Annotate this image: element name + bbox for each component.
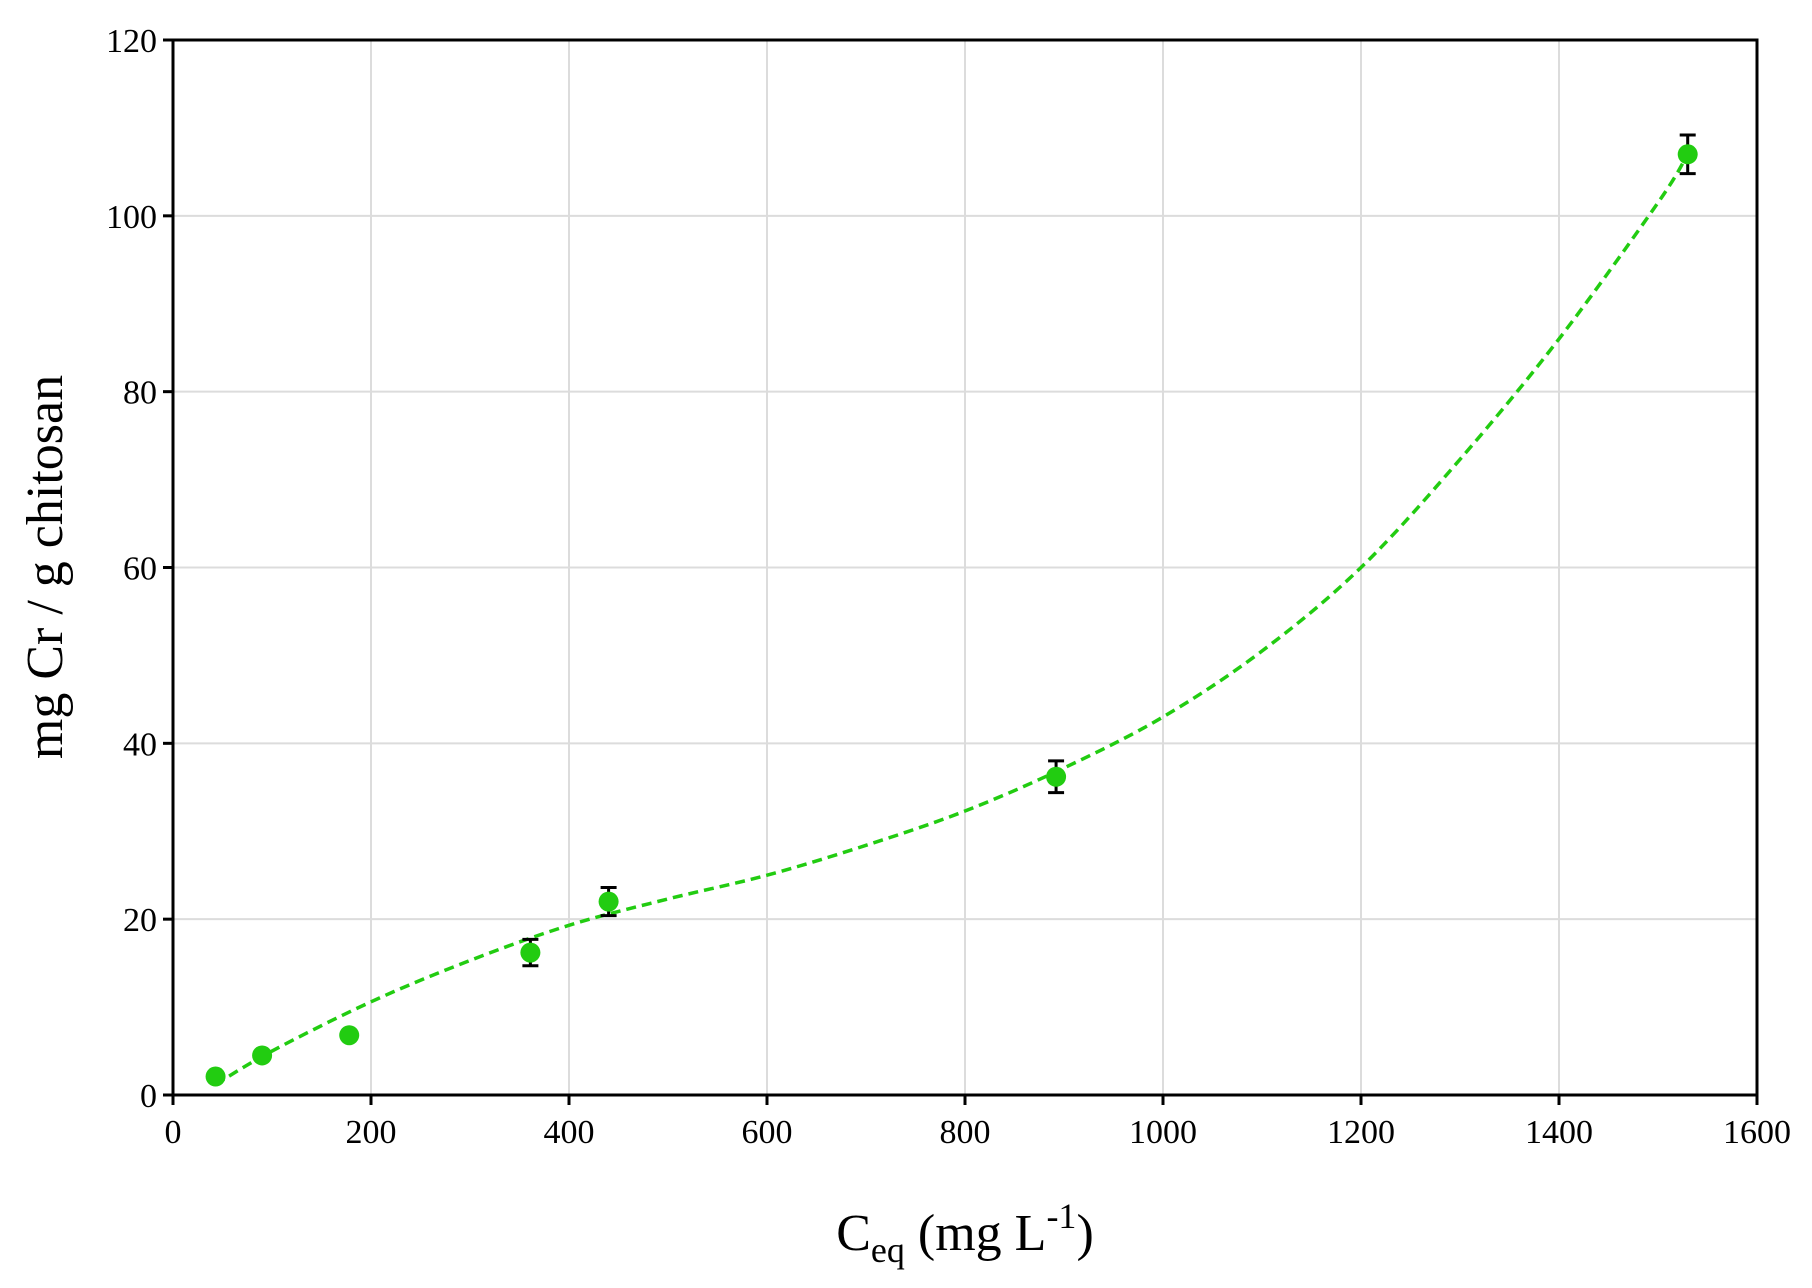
y-tick-label: 20 bbox=[123, 902, 157, 939]
data-point bbox=[339, 1025, 360, 1046]
y-tick-label: 120 bbox=[106, 23, 157, 60]
x-tick-label: 1600 bbox=[1723, 1114, 1791, 1151]
x-tick-label: 1200 bbox=[1327, 1114, 1395, 1151]
data-point bbox=[598, 891, 619, 912]
data-points-layer bbox=[205, 133, 1698, 1087]
x-axis-label: Ceq (mg L-1) bbox=[836, 1196, 1094, 1270]
y-axis-label: mg Cr / g chitosan bbox=[17, 375, 74, 759]
x-tick-label: 200 bbox=[346, 1114, 397, 1151]
data-point bbox=[520, 942, 541, 963]
axis-ticks: 0 200 400 600 800 1000 1200 1400 1600 0 20 40 60 80 10… bbox=[106, 23, 1791, 1151]
data-point bbox=[1046, 766, 1067, 787]
y-tick-label: 80 bbox=[123, 375, 157, 412]
y-tick-label: 60 bbox=[123, 551, 157, 588]
y-tick-label: 100 bbox=[106, 199, 157, 236]
data-point bbox=[205, 1066, 226, 1087]
x-tick-label: 1000 bbox=[1129, 1114, 1197, 1151]
fit-curve bbox=[214, 153, 1690, 1086]
grid-lines bbox=[172, 39, 1758, 1096]
x-tick-label: 400 bbox=[544, 1114, 595, 1151]
x-tick-label: 1400 bbox=[1525, 1114, 1593, 1151]
y-tick-label: 40 bbox=[123, 726, 157, 763]
y-tick-label: 0 bbox=[140, 1078, 157, 1115]
x-tick-label: 0 bbox=[165, 1114, 182, 1151]
data-point bbox=[252, 1045, 273, 1066]
x-tick-label: 600 bbox=[742, 1114, 793, 1151]
fit-curve-layer bbox=[214, 153, 1690, 1086]
data-point bbox=[1677, 144, 1698, 165]
x-tick-label: 800 bbox=[940, 1114, 991, 1151]
